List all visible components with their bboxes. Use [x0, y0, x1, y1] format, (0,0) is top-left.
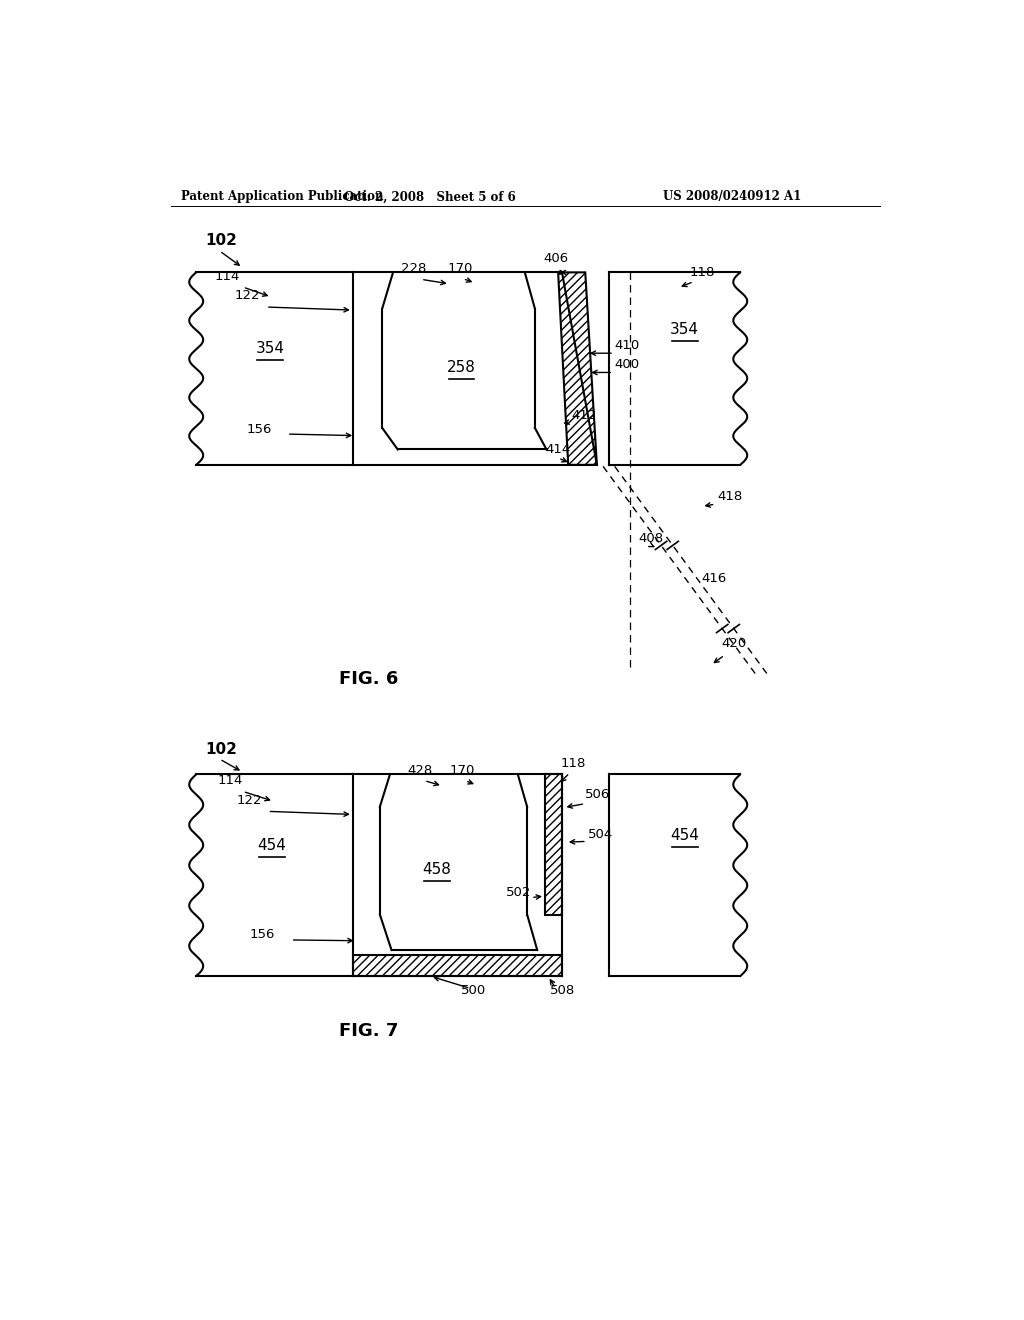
Text: 506: 506	[586, 788, 610, 800]
Text: 102: 102	[206, 232, 238, 248]
Polygon shape	[558, 272, 597, 465]
Text: 454: 454	[257, 838, 286, 853]
Text: US 2008/0240912 A1: US 2008/0240912 A1	[663, 190, 801, 203]
Text: 414: 414	[545, 442, 570, 455]
Text: 114: 114	[215, 271, 241, 282]
Text: 114: 114	[217, 774, 243, 787]
Polygon shape	[352, 956, 562, 977]
Polygon shape	[545, 775, 562, 915]
Text: 228: 228	[400, 263, 426, 276]
Text: 412: 412	[571, 409, 597, 421]
Text: 170: 170	[450, 764, 475, 777]
Text: 508: 508	[550, 983, 575, 997]
Text: 156: 156	[247, 422, 272, 436]
Text: 410: 410	[614, 339, 640, 352]
Text: 504: 504	[588, 828, 612, 841]
Text: 500: 500	[461, 983, 486, 997]
Text: 118: 118	[690, 267, 715, 280]
Text: 418: 418	[717, 490, 742, 503]
Text: 416: 416	[701, 572, 727, 585]
Text: 502: 502	[506, 886, 531, 899]
Text: FIG. 6: FIG. 6	[339, 671, 398, 688]
Text: 122: 122	[234, 289, 260, 302]
Text: 118: 118	[560, 756, 586, 770]
Text: FIG. 7: FIG. 7	[339, 1022, 398, 1040]
Text: 428: 428	[407, 764, 432, 777]
Text: 170: 170	[447, 263, 473, 276]
Text: 420: 420	[721, 638, 746, 651]
Text: 408: 408	[638, 532, 664, 545]
Text: 102: 102	[206, 742, 238, 756]
Text: Oct. 2, 2008   Sheet 5 of 6: Oct. 2, 2008 Sheet 5 of 6	[344, 190, 516, 203]
Text: 258: 258	[446, 360, 476, 375]
Text: 454: 454	[670, 828, 699, 843]
Text: 122: 122	[237, 793, 262, 807]
Text: 458: 458	[422, 862, 451, 878]
Text: 400: 400	[614, 358, 640, 371]
Text: 354: 354	[255, 341, 285, 356]
Text: 156: 156	[250, 928, 275, 941]
Text: 354: 354	[670, 322, 699, 337]
Text: 406: 406	[544, 252, 568, 264]
Text: Patent Application Publication: Patent Application Publication	[180, 190, 383, 203]
